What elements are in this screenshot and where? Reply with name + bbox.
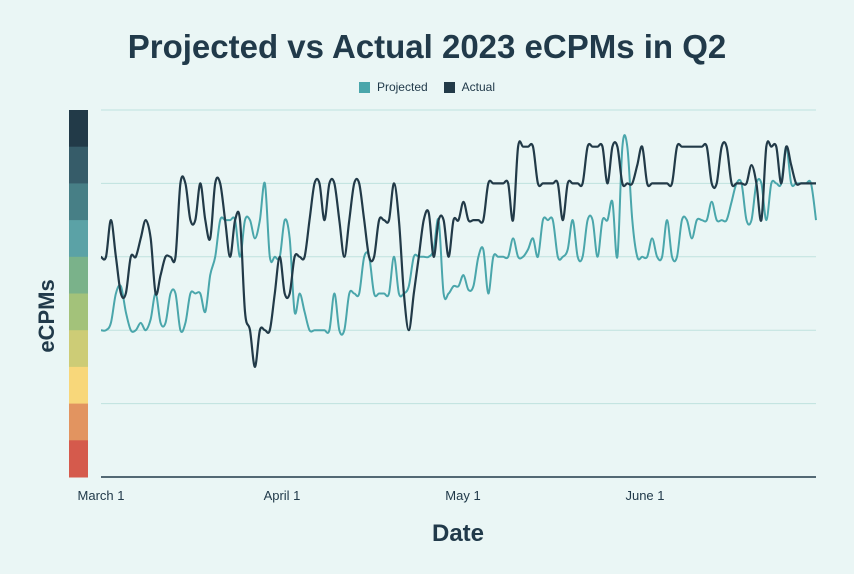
series-line-projected [100, 134, 817, 336]
chart-title: Projected vs Actual 2023 eCPMs in Q2 [127, 28, 727, 65]
y-scale-band [69, 330, 88, 368]
x-tick-label: May 1 [445, 488, 480, 503]
y-scale-band [69, 440, 88, 478]
y-scale-band [69, 183, 88, 221]
legend-label-actual: Actual [461, 80, 496, 94]
y-scale-band [69, 403, 88, 441]
legend: Projected Actual [0, 80, 854, 94]
y-scale-band [69, 146, 88, 184]
legend-item-actual: Actual [443, 80, 496, 94]
legend-swatch-projected [358, 81, 370, 93]
legend-label-projected: Projected [376, 80, 428, 94]
y-scale-band [69, 293, 88, 331]
x-axis-label: Date [431, 520, 485, 547]
legend-item-projected: Projected [358, 80, 428, 94]
y-scale-band [69, 220, 88, 258]
x-tick-label: June 1 [625, 488, 664, 503]
series-line-actual [100, 140, 816, 368]
y-scale-band [69, 110, 88, 148]
y-scale-band [69, 256, 88, 294]
y-scale-band [69, 366, 88, 405]
x-tick-label: March 1 [78, 488, 125, 503]
x-tick-label: April 1 [264, 488, 301, 503]
legend-swatch-actual [443, 81, 455, 93]
